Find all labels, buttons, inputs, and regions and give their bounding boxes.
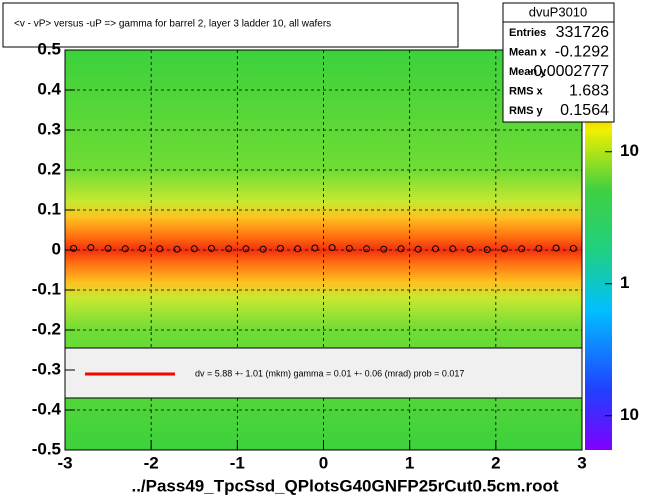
profile-point [449,245,457,253]
stats-label: Mean x [509,46,547,58]
profile-point [466,245,474,253]
y-tick-label: 0.3 [37,119,61,138]
stats-value: 331726 [556,24,609,41]
profile-point [380,245,388,253]
stats-box [502,2,615,123]
y-tick-label: -0.3 [32,359,61,378]
stats-label: Mean y [509,66,547,78]
x-tick-label: 3 [577,453,586,472]
x-tick-label: 2 [491,453,500,472]
profile-point [535,244,543,252]
y-tick-label: 0.1 [37,199,61,218]
z-tick-label: 1 [620,273,629,292]
profile-point [276,244,284,252]
stats-label: RMS y [509,105,544,117]
stats-value: 1.683 [569,83,609,100]
profile-point [552,244,560,252]
profile-point [328,244,336,252]
profile-point [156,245,164,253]
x-tick-label: 0 [319,453,328,472]
stats-title: dvuP3010 [529,4,588,19]
profile-point [104,244,112,252]
stats-label: Entries [509,27,546,39]
x-tick-label: -2 [144,453,159,472]
profile-point [225,245,233,253]
profile-point [311,244,319,252]
profile-point [345,244,353,252]
y-tick-label: 0.5 [37,39,61,58]
y-tick-label: 0.4 [37,79,61,98]
profile-point [397,245,405,253]
y-tick-label: -0.1 [32,279,61,298]
profile-point [569,244,577,252]
x-tick-label: 1 [405,453,414,472]
z-tick-label: 10 [620,141,639,160]
z-tick-label: 10 [620,405,639,424]
profile-point [87,244,95,252]
profile-point [190,245,198,253]
profile-point [363,245,371,253]
stats-label: RMS x [509,85,544,97]
profile-point [294,245,302,253]
chart-title: <v - vP> versus -uP => gamma for barrel … [14,19,331,30]
title-box [2,2,459,48]
y-tick-label: 0.2 [37,159,61,178]
x-tick-label: -1 [230,453,245,472]
profile-point [500,245,508,253]
profile-point [207,244,215,252]
profile-point [483,246,491,254]
profile-point [242,245,250,253]
stats-value: 0.1564 [560,102,609,119]
fit-legend-text: dv = 5.88 +- 1.01 (mkm) gamma = 0.01 +- … [195,368,464,378]
y-tick-label: 0 [52,239,61,258]
profile-point [414,245,422,253]
profile-point [121,245,129,253]
profile-point [518,245,526,253]
stats-value: -0.1292 [555,44,609,61]
x-axis-label: ../Pass49_TpcSsd_QPlotsG40GNFP25rCut0.5c… [131,476,558,495]
profile-point [173,245,181,253]
y-tick-label: -0.5 [32,439,61,458]
y-tick-label: -0.4 [32,399,62,418]
profile-point [70,244,78,252]
stats-value: -0.0002777 [528,63,609,80]
profile-point [259,245,267,253]
profile-point [139,244,147,252]
x-tick-label: -3 [57,453,72,472]
y-tick-label: -0.2 [32,319,61,338]
profile-point [432,245,440,253]
